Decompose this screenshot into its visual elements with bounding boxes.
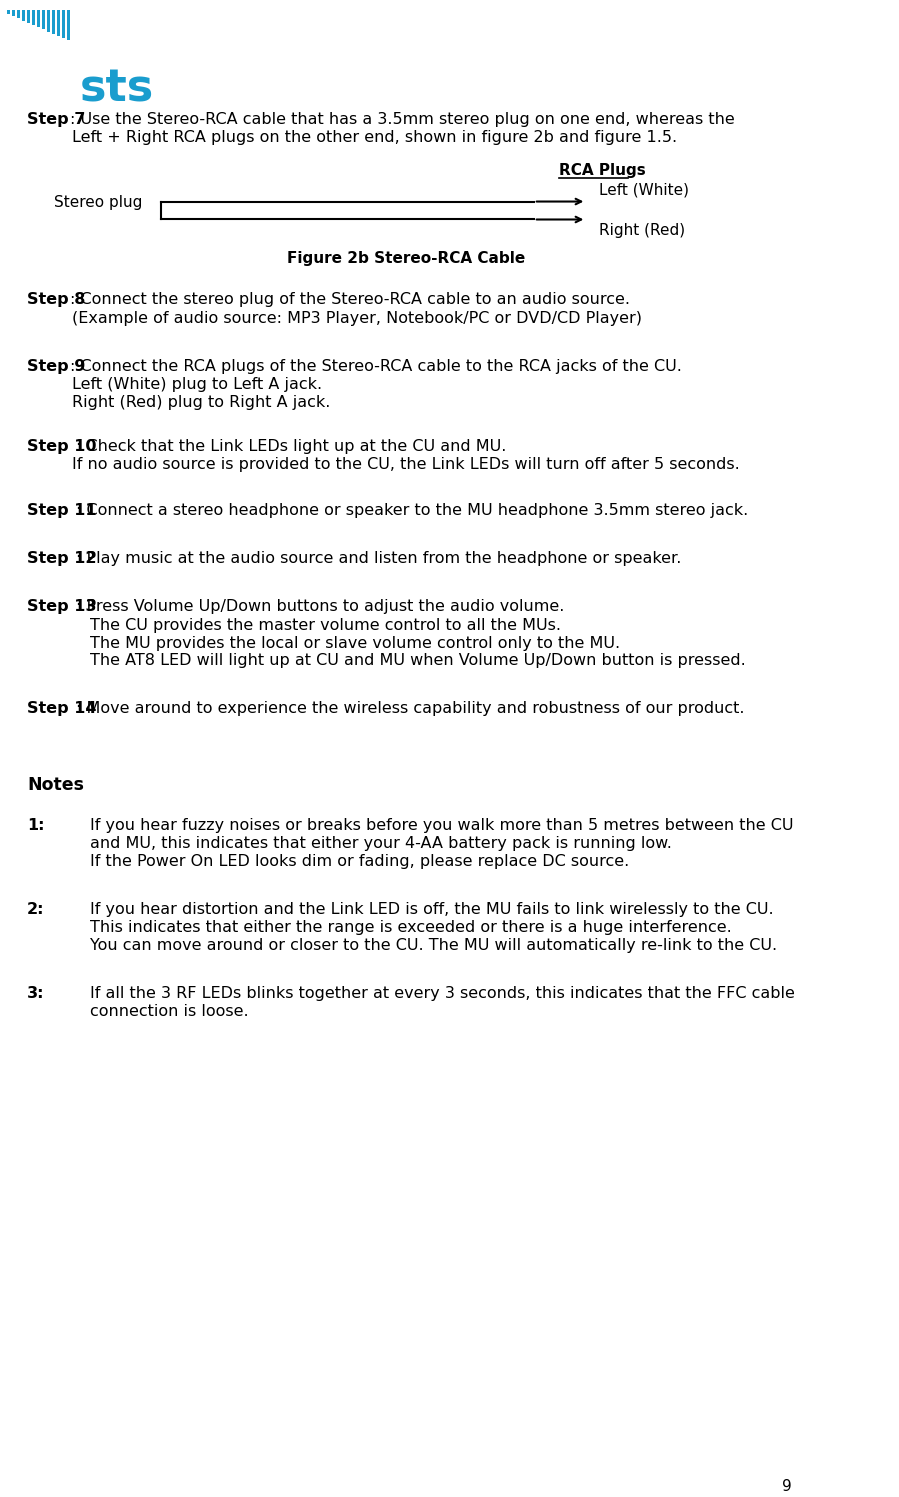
Text: Right (Red): Right (Red): [599, 223, 685, 238]
Text: If you hear distortion and the Link LED is off, the MU fails to link wirelessly : If you hear distortion and the Link LED …: [91, 901, 774, 918]
Bar: [62, 10, 65, 37]
Text: Step 8: Step 8: [27, 292, 85, 307]
Text: Step 10: Step 10: [27, 439, 96, 454]
Text: and MU, this indicates that either your 4-AA battery pack is running low.: and MU, this indicates that either your …: [91, 835, 672, 852]
Text: 3:: 3:: [27, 985, 45, 1000]
Text: connection is loose.: connection is loose.: [91, 1003, 249, 1018]
Bar: [67, 10, 70, 40]
Text: If no audio source is provided to the CU, the Link LEDs will turn off after 5 se: If no audio source is provided to the CU…: [73, 457, 740, 472]
Text: (Example of audio source: MP3 Player, Notebook/PC or DVD/CD Player): (Example of audio source: MP3 Player, No…: [73, 311, 643, 326]
Bar: [7, 10, 11, 13]
Text: You can move around or closer to the CU. The MU will automatically re-link to th: You can move around or closer to the CU.…: [91, 937, 778, 952]
Text: This indicates that either the range is exceeded or there is a huge interference: This indicates that either the range is …: [91, 919, 732, 934]
Text: : Connect the stereo plug of the Stereo-RCA cable to an audio source.: : Connect the stereo plug of the Stereo-…: [69, 292, 629, 307]
Text: : Connect the RCA plugs of the Stereo-RCA cable to the RCA jacks of the CU.: : Connect the RCA plugs of the Stereo-RC…: [69, 359, 681, 374]
Text: 2:: 2:: [27, 901, 45, 918]
Bar: [27, 10, 31, 22]
Bar: [57, 10, 60, 36]
Text: The AT8 LED will light up at CU and MU when Volume Up/Down button is pressed.: The AT8 LED will light up at CU and MU w…: [91, 654, 746, 669]
Text: Left (White) plug to Left A jack.: Left (White) plug to Left A jack.: [73, 377, 323, 392]
Text: : Play music at the audio source and listen from the headphone or speaker.: : Play music at the audio source and lis…: [76, 551, 681, 566]
Text: : Press Volume Up/Down buttons to adjust the audio volume.: : Press Volume Up/Down buttons to adjust…: [76, 599, 565, 614]
Text: Step 11: Step 11: [27, 503, 96, 518]
Text: Figure 2b Stereo-RCA Cable: Figure 2b Stereo-RCA Cable: [287, 251, 525, 266]
Text: : Connect a stereo headphone or speaker to the MU headphone 3.5mm stereo jack.: : Connect a stereo headphone or speaker …: [76, 503, 748, 518]
Bar: [47, 10, 50, 31]
Text: The MU provides the local or slave volume control only to the MU.: The MU provides the local or slave volum…: [91, 636, 620, 651]
Text: Step 13: Step 13: [27, 599, 96, 614]
Bar: [13, 10, 15, 16]
Text: : Use the Stereo-RCA cable that has a 3.5mm stereo plug on one end, whereas the: : Use the Stereo-RCA cable that has a 3.…: [69, 112, 734, 127]
Text: Step 12: Step 12: [27, 551, 96, 566]
Text: 1:: 1:: [27, 817, 45, 834]
Text: sts: sts: [80, 67, 154, 111]
Text: 9: 9: [782, 1479, 792, 1494]
Text: Step 7: Step 7: [27, 112, 85, 127]
Text: RCA Plugs: RCA Plugs: [559, 163, 645, 178]
Text: Left + Right RCA plugs on the other end, shown in figure 2b and figure 1.5.: Left + Right RCA plugs on the other end,…: [73, 130, 678, 145]
Text: Step 9: Step 9: [27, 359, 85, 374]
Text: Right (Red) plug to Right A jack.: Right (Red) plug to Right A jack.: [73, 395, 331, 410]
Text: Notes: Notes: [27, 777, 85, 795]
Bar: [42, 10, 45, 30]
Text: Step 14: Step 14: [27, 702, 96, 717]
Text: The CU provides the master volume control to all the MUs.: The CU provides the master volume contro…: [91, 618, 562, 633]
Text: Left (White): Left (White): [599, 183, 689, 198]
Bar: [22, 10, 25, 21]
Text: Stereo plug: Stereo plug: [54, 195, 143, 210]
Bar: [32, 10, 35, 25]
Text: If all the 3 RF LEDs blinks together at every 3 seconds, this indicates that the: If all the 3 RF LEDs blinks together at …: [91, 985, 796, 1000]
Text: If the Power On LED looks dim or fading, please replace DC source.: If the Power On LED looks dim or fading,…: [91, 853, 629, 870]
Text: : Move around to experience the wireless capability and robustness of our produc: : Move around to experience the wireless…: [76, 702, 744, 717]
Text: : Check that the Link LEDs light up at the CU and MU.: : Check that the Link LEDs light up at t…: [76, 439, 506, 454]
Text: If you hear fuzzy noises or breaks before you walk more than 5 metres between th: If you hear fuzzy noises or breaks befor…: [91, 817, 794, 834]
Bar: [37, 10, 40, 27]
Bar: [52, 10, 55, 34]
Bar: [17, 10, 21, 18]
